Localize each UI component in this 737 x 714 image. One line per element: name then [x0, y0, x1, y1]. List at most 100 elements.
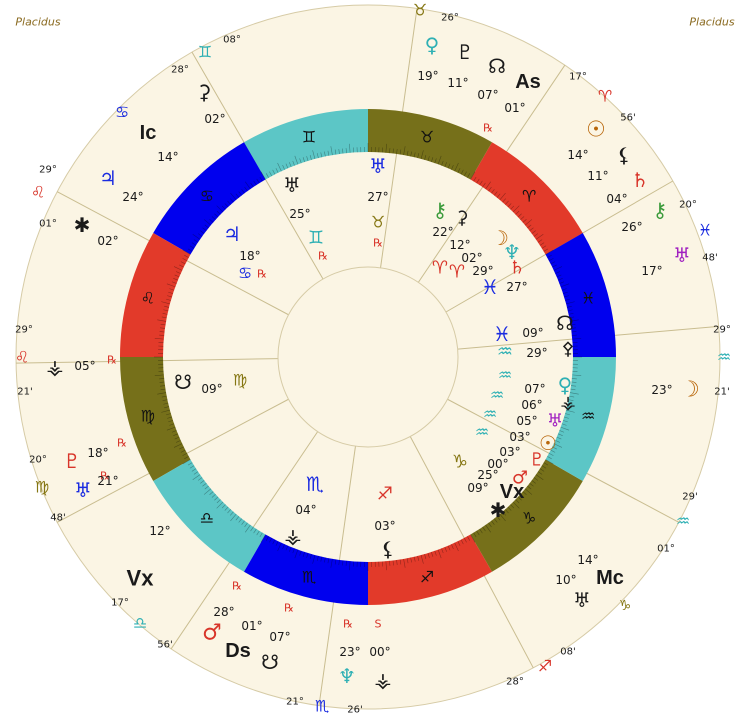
degree-tick [334, 559, 337, 565]
degree-tick [342, 148, 344, 154]
sign-glyph: ♋ [200, 186, 214, 205]
degree-tick [491, 520, 495, 525]
chart-label: 08' [560, 647, 575, 658]
degree-tick [557, 278, 563, 281]
degree-tick [202, 482, 207, 487]
chart-label: ♒ [498, 366, 512, 385]
degree-tick [556, 274, 562, 278]
degree-tick [562, 420, 568, 423]
degree-tick [163, 309, 169, 312]
chart-label: ♀ [425, 33, 440, 57]
degree-tick [209, 491, 214, 495]
degree-tick [166, 298, 172, 301]
degree-tick [320, 152, 323, 158]
degree-tick [564, 298, 570, 301]
chart-label: ♅ [369, 154, 387, 178]
degree-tick [556, 436, 562, 440]
degree-tick [517, 496, 522, 501]
sign-segment [545, 357, 616, 481]
degree-tick [548, 452, 554, 456]
chart-label: 00° [487, 457, 508, 471]
chart-label: 05° [74, 359, 95, 373]
degree-tick [161, 301, 171, 305]
chart-label: ♓ [481, 275, 499, 299]
degree-tick [285, 163, 289, 169]
chart-label: ♅ [573, 588, 591, 612]
degree-tick [529, 227, 534, 232]
degree-tick [571, 381, 577, 383]
degree-tick [244, 186, 248, 192]
chart-label: ♆ [503, 240, 521, 264]
chart-label: ♐ [377, 484, 393, 505]
degree-tick [241, 520, 245, 525]
chart-label: 29° [39, 165, 57, 176]
degree-tick [547, 254, 552, 258]
chart-label: 10° [555, 573, 576, 587]
chart-label: ♅ [673, 243, 691, 267]
degree-tick [324, 151, 326, 157]
degree-tick [569, 319, 579, 322]
chart-label: 03° [509, 430, 530, 444]
degree-tick [396, 559, 398, 565]
degree-tick [504, 200, 509, 205]
degree-tick [309, 155, 312, 161]
degree-tick [410, 151, 412, 157]
degree-tick [227, 509, 232, 514]
chart-label: ⚳ [197, 80, 212, 104]
chart-label: 27° [367, 190, 388, 204]
degree-tick [312, 554, 316, 564]
degree-tick [467, 173, 471, 178]
chart-label: 25° [477, 468, 498, 482]
chart-label: 01° [39, 219, 57, 230]
degree-tick [197, 477, 203, 481]
chart-label: 00° [369, 645, 390, 659]
chart-label: ℞ [100, 470, 110, 483]
degree-tick [447, 545, 451, 551]
degree-tick [162, 399, 168, 401]
sign-glyph: ♍ [141, 407, 155, 426]
chart-label: ✱ [490, 498, 507, 522]
degree-tick [180, 261, 186, 265]
chart-label: 48' [702, 253, 717, 264]
sign-segment [153, 142, 266, 255]
degree-tick [292, 160, 295, 166]
degree-tick [539, 242, 545, 246]
sign-segment [244, 109, 368, 180]
degree-tick [164, 406, 170, 409]
degree-tick [179, 264, 184, 268]
degree-tick [420, 150, 424, 160]
degree-tick [488, 522, 492, 528]
degree-tick [160, 323, 166, 326]
degree-tick [559, 430, 565, 433]
chart-label: ♆ [338, 664, 356, 688]
chart-label: ⚸ [617, 143, 632, 167]
chart-label: 09° [522, 326, 543, 340]
chart-label: ℞ [284, 602, 294, 615]
degree-tick [320, 556, 323, 562]
chart-label: ♄ [509, 258, 525, 279]
degree-tick [524, 219, 533, 226]
degree-tick [265, 536, 269, 541]
degree-tick [444, 162, 447, 168]
chart-label: 14° [157, 150, 178, 164]
degree-tick [330, 146, 333, 156]
sign-segment [244, 534, 368, 605]
degree-tick [473, 176, 477, 182]
degree-tick [216, 501, 224, 509]
degree-tick [161, 409, 171, 413]
chart-label: ☉ [539, 431, 557, 455]
chart-label: 21° [97, 474, 118, 488]
degree-tick [545, 459, 554, 465]
chart-label: ♃ [99, 166, 117, 190]
degree-tick [389, 148, 391, 154]
degree-tick [312, 150, 316, 160]
degree-tick [431, 551, 434, 557]
degree-tick [512, 205, 520, 213]
degree-tick [230, 511, 234, 516]
chart-label: ☊ [556, 311, 574, 335]
degree-tick [192, 474, 201, 480]
chart-label: 20° [679, 200, 697, 211]
degree-tick [309, 553, 312, 559]
degree-tick [410, 557, 412, 563]
degree-tick [221, 504, 226, 509]
